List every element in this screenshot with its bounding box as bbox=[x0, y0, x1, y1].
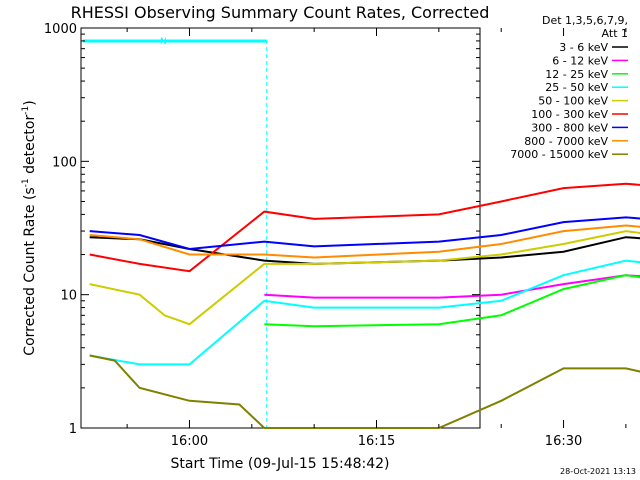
legend-label: 100 - 300 keV bbox=[531, 108, 608, 121]
chart-title: RHESSI Observing Summary Count Rates, Co… bbox=[71, 3, 490, 22]
series-line bbox=[264, 274, 640, 299]
legend-label: 25 - 50 keV bbox=[545, 81, 608, 94]
y-tick-label: 1 bbox=[69, 422, 77, 437]
y-tick-label: 10 bbox=[60, 289, 77, 304]
y-axis-label-sup1: -1 bbox=[21, 178, 31, 187]
legend-label: 800 - 7000 keV bbox=[524, 135, 608, 148]
night-marker: N bbox=[160, 37, 167, 47]
legend-label: 12 - 25 keV bbox=[545, 68, 608, 81]
y-axis-label-main: Corrected Count Rate (s bbox=[22, 187, 38, 355]
series-line bbox=[89, 236, 640, 265]
legend-header-2: Att 1 bbox=[602, 27, 628, 40]
legend-label: 3 - 6 keV bbox=[559, 41, 608, 54]
x-axis-label: Start Time (09-Jul-15 15:48:42) bbox=[170, 456, 389, 472]
y-axis-label: Corrected Count Rate (s-1 detector-1) bbox=[21, 100, 38, 355]
plot-area: N bbox=[80, 27, 640, 429]
legend-label: 50 - 100 keV bbox=[538, 95, 608, 108]
series-line bbox=[89, 216, 640, 251]
y-tick-label: 100 bbox=[52, 155, 77, 170]
series-line bbox=[89, 182, 640, 273]
series-line bbox=[89, 259, 640, 366]
series-line bbox=[89, 354, 640, 429]
x-tick-label: 16:30 bbox=[545, 434, 582, 449]
footer-date: 28-Oct-2021 13:13 bbox=[560, 467, 636, 476]
plot-frame bbox=[80, 27, 481, 429]
y-axis-label-mid: detector bbox=[22, 115, 38, 179]
series-line bbox=[89, 230, 640, 326]
y-axis: 1 10 100 1000 bbox=[44, 22, 480, 437]
shaded-intervals bbox=[83, 39, 268, 428]
series-line bbox=[89, 224, 640, 259]
y-tick-label: 1000 bbox=[44, 22, 77, 37]
series-line bbox=[264, 274, 640, 328]
x-tick-label: 16:15 bbox=[358, 434, 395, 449]
legend-header-1: Det 1,3,5,6,7,9, bbox=[542, 14, 628, 27]
y-axis-label-end: ) bbox=[22, 100, 38, 105]
legend-label: 6 - 12 keV bbox=[552, 54, 608, 67]
legend-label: 300 - 800 keV bbox=[531, 121, 608, 134]
y-axis-label-sup2: -1 bbox=[21, 106, 31, 115]
series-layer bbox=[89, 182, 640, 429]
legend-label: 7000 - 15000 keV bbox=[510, 148, 608, 161]
x-tick-label: 16:00 bbox=[171, 434, 208, 449]
